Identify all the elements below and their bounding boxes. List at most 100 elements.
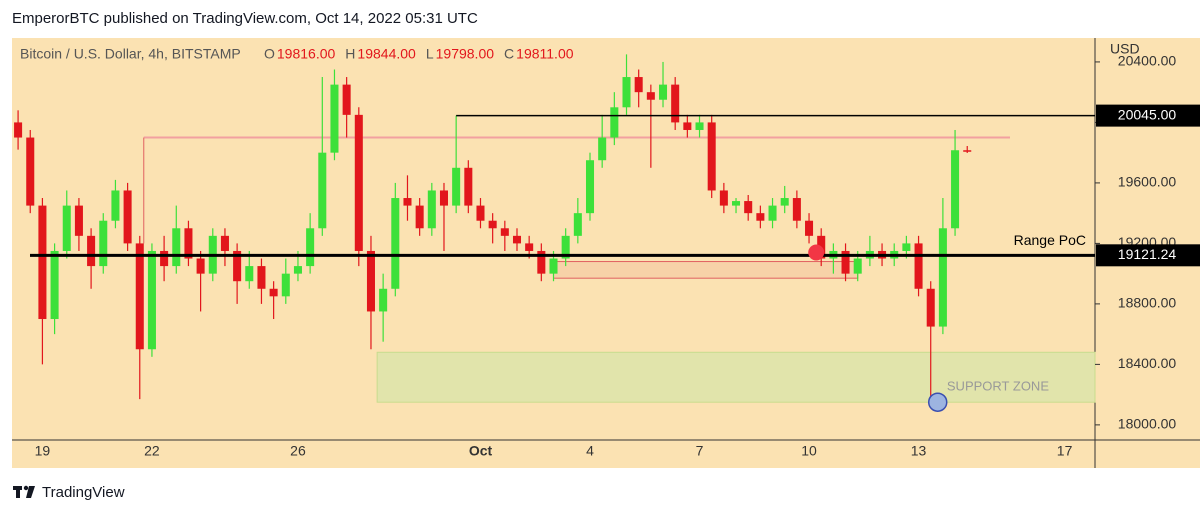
candle-body — [354, 114, 363, 251]
candle-body — [220, 235, 229, 251]
candle-body — [683, 122, 692, 130]
candle-body — [744, 201, 753, 214]
candle-body — [26, 137, 35, 206]
candle-body — [74, 205, 83, 236]
candle-body — [646, 92, 655, 100]
price-tag — [1096, 104, 1200, 127]
candle-body — [671, 84, 680, 123]
candle-body — [427, 190, 436, 229]
ohlc-value: 19811.00 — [516, 46, 574, 62]
candle-body — [184, 228, 193, 259]
candle-body — [464, 167, 473, 206]
marker — [927, 392, 948, 412]
candle-body — [160, 250, 169, 267]
candle-body — [87, 235, 96, 267]
candle-body — [732, 201, 741, 206]
publish-line: EmperorBTC published on TradingView.com,… — [12, 10, 478, 27]
logo — [13, 485, 35, 498]
candle-body — [561, 235, 570, 259]
candle-body — [853, 258, 862, 274]
candle-body — [269, 288, 278, 297]
x-tick-label: Oct — [469, 443, 493, 459]
y-tick-label: 18800.00 — [1118, 295, 1177, 311]
candle-body — [476, 205, 485, 221]
candle-body — [926, 288, 935, 327]
x-tick-label: 13 — [911, 443, 927, 459]
zone-label: SUPPORT ZONE — [947, 379, 1049, 394]
candle-body — [500, 228, 509, 236]
price-tag-label: 20045.00 — [1118, 106, 1177, 122]
candle-body — [415, 205, 424, 229]
candle-body — [938, 228, 947, 327]
candle-body — [805, 220, 814, 236]
candle-body — [14, 122, 23, 138]
y-axis-title: USD — [1110, 41, 1140, 57]
candle-body — [196, 258, 205, 274]
candle-body — [902, 243, 911, 251]
candle-body — [549, 258, 558, 274]
candle-body — [123, 190, 132, 244]
candle-body — [756, 213, 765, 221]
candle-body — [233, 250, 242, 282]
candle-body — [695, 122, 704, 130]
candle-body — [38, 205, 47, 320]
ohlc-value: 19816.00 — [277, 46, 336, 62]
candle-body — [366, 250, 375, 312]
y-tick-label: 19600.00 — [1118, 174, 1177, 190]
level-name: Range PoC — [1014, 232, 1086, 248]
x-tick-label: 19 — [35, 443, 51, 459]
candle-body — [622, 77, 631, 108]
candle-body — [610, 107, 619, 138]
candle-body — [951, 150, 960, 229]
candle-body — [841, 250, 850, 274]
candle-body — [50, 250, 59, 320]
x-tick-label: 10 — [801, 443, 817, 459]
candle-body — [659, 84, 668, 100]
candle-body — [245, 266, 254, 282]
marker — [808, 244, 825, 261]
candle-body — [914, 243, 923, 289]
candle-body — [598, 137, 607, 161]
candle-body — [707, 122, 716, 191]
candle-body — [391, 198, 400, 289]
candle-body — [963, 150, 972, 152]
candle-body — [135, 243, 144, 350]
candle-body — [780, 198, 789, 206]
candle-body — [768, 205, 777, 221]
y-tick-label: 18400.00 — [1118, 355, 1177, 371]
candle-body — [62, 205, 71, 251]
x-tick-label: 17 — [1057, 443, 1073, 459]
candle-body — [439, 190, 448, 206]
candle-body — [293, 266, 302, 274]
x-tick-label: 26 — [290, 443, 306, 459]
candle-body — [99, 220, 108, 267]
ohlc-prefix: H — [345, 46, 355, 62]
candle-body — [719, 190, 728, 206]
candle-body — [257, 266, 266, 289]
ohlc-prefix: O — [264, 46, 275, 62]
symbol-title: Bitcoin / U.S. Dollar, 4h, BITSTAMP — [20, 46, 241, 62]
candle-body — [573, 213, 582, 236]
support-zone — [376, 351, 1096, 403]
candle-body — [111, 190, 120, 221]
candle-body — [281, 273, 290, 297]
candle-body — [488, 220, 497, 229]
candle-body — [318, 152, 327, 229]
order-block — [553, 261, 859, 279]
candle-body — [792, 198, 801, 221]
candle-body — [172, 228, 181, 267]
ohlc-value: 19798.00 — [436, 46, 495, 62]
y-tick-label: 18000.00 — [1118, 416, 1177, 432]
y-tick-label: 20400.00 — [1118, 53, 1177, 69]
ohlc-value: 19844.00 — [357, 46, 416, 62]
footer-brand: TradingView — [42, 484, 125, 501]
ohlc-prefix: C — [504, 46, 514, 62]
price-tag — [1096, 244, 1200, 267]
candle-body — [525, 243, 534, 251]
candle-body — [306, 228, 315, 267]
candle-body — [147, 250, 156, 350]
candle-body — [330, 84, 339, 153]
candle-body — [512, 235, 522, 244]
